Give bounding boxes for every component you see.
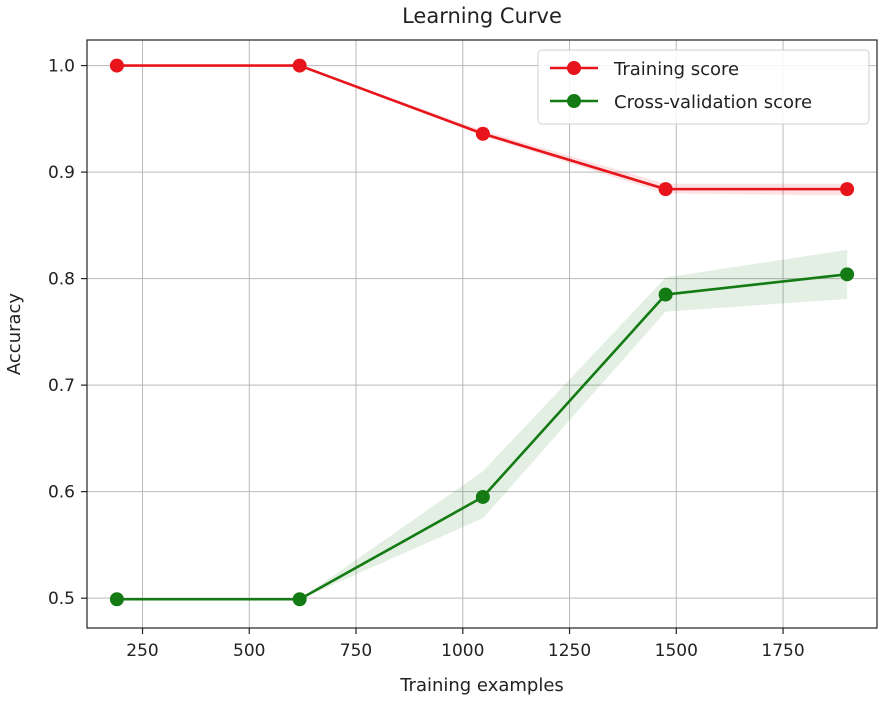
x-axis-label: Training examples: [399, 675, 564, 696]
legend-swatch-marker: [567, 61, 581, 75]
axis-ticks: 250 500 750 1000 1250 1500 1750 0.5 0.6 0.7 0.8 0.9…: [48, 57, 805, 661]
data-point: [658, 287, 673, 302]
x-tick-label: 750: [340, 641, 372, 661]
legend-box: [537, 49, 870, 125]
confidence-band: [116, 249, 848, 600]
legend-swatch-marker: [567, 94, 581, 108]
data-point: [840, 182, 855, 197]
x-tick-label: 1000: [441, 641, 484, 661]
series-line: [116, 273, 848, 601]
confidence-bands: [116, 65, 848, 600]
data-point: [292, 58, 307, 73]
x-tick-label: 500: [233, 641, 265, 661]
x-tick-label: 1750: [761, 641, 804, 661]
y-tick-label: 0.6: [48, 483, 75, 503]
y-tick-label: 0.5: [48, 589, 75, 609]
data-point: [475, 489, 490, 504]
data-point: [658, 182, 673, 197]
data-point: [109, 592, 124, 607]
y-axis-label: Accuracy: [4, 293, 25, 376]
data-point: [475, 126, 490, 141]
y-tick-label: 0.7: [48, 376, 75, 396]
legend: Training score Cross-validation score: [537, 49, 870, 125]
y-tick-label: 0.8: [48, 270, 75, 290]
series-points: [109, 58, 855, 607]
plot-area-frame: [86, 39, 878, 629]
chart-title: Learning Curve: [402, 4, 562, 28]
y-tick-label: 0.9: [48, 163, 75, 183]
legend-label: Cross-validation score: [614, 92, 812, 113]
legend-label: Training score: [613, 59, 739, 80]
data-point: [292, 592, 307, 607]
series-lines: [116, 64, 848, 601]
x-tick-label: 1500: [655, 641, 698, 661]
x-tick-label: 250: [126, 641, 158, 661]
data-point: [840, 267, 855, 282]
x-tick-label: 1250: [548, 641, 591, 661]
data-point: [109, 58, 124, 73]
y-tick-label: 1.0: [48, 57, 75, 77]
